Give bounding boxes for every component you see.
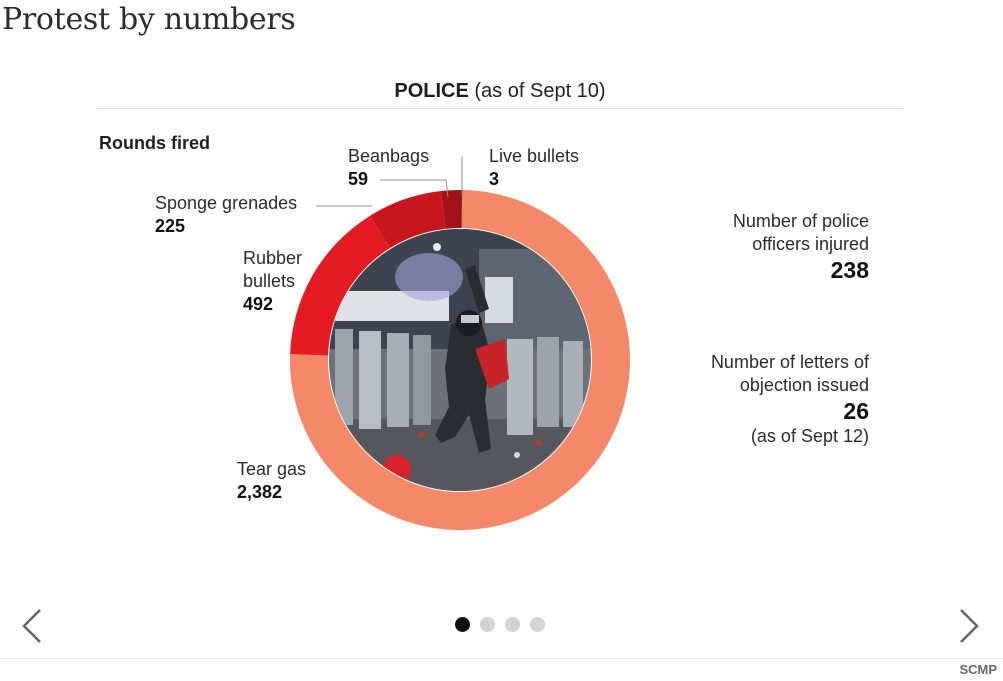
stat-officers-injured-line1: Number of police xyxy=(732,211,869,231)
carousel-dot-2[interactable] xyxy=(480,617,495,632)
slice-label-tear-gas-name: Tear gas xyxy=(237,459,307,479)
slice-beanbags xyxy=(441,190,462,229)
slice-value-rubber-bullets: 492 xyxy=(243,294,274,314)
slice-label-beanbags: Beanbags 59 xyxy=(348,145,429,191)
chevron-left-icon[interactable] xyxy=(18,606,48,646)
slice-label-live-bullets: Live bullets 3 xyxy=(489,145,579,191)
slice-label-live-bullets-name: Live bullets xyxy=(489,146,580,166)
stat-officers-injured-value: 238 xyxy=(830,257,869,283)
slice-label-rubber-bullets-line2: bullets xyxy=(243,271,296,291)
carousel-dot-4[interactable] xyxy=(530,617,545,632)
stat-objection-letters-line2: objection issued xyxy=(739,375,869,395)
source-credit: SCMP xyxy=(959,662,997,677)
slice-value-beanbags: 59 xyxy=(348,169,369,189)
carousel-dot-3[interactable] xyxy=(505,617,520,632)
chevron-right-icon[interactable] xyxy=(953,606,983,646)
page-title: Protest by numbers xyxy=(2,2,296,37)
stat-officers-injured-line2: officers injured xyxy=(752,234,869,254)
stat-objection-letters: Number of letters of objection issued 26… xyxy=(711,351,869,448)
stat-officers-injured: Number of police officers injured 238 xyxy=(733,210,869,284)
carousel-dot-1[interactable] xyxy=(455,617,470,632)
section-label: POLICE xyxy=(394,80,469,102)
carousel-pagination xyxy=(455,617,545,632)
slice-label-sponge-grenades: Sponge grenades 225 xyxy=(155,192,297,238)
stat-objection-letters-note: (as of Sept 12) xyxy=(750,426,869,446)
stat-objection-letters-line1: Number of letters of xyxy=(710,352,869,372)
slice-label-rubber-bullets-line1: Rubber xyxy=(243,248,303,268)
stat-objection-letters-value: 26 xyxy=(843,398,869,424)
slice-label-rubber-bullets: Rubber bullets 492 xyxy=(243,247,302,316)
slice-value-tear-gas: 2,382 xyxy=(237,482,283,502)
slice-rubber-bullets xyxy=(290,215,391,356)
slice-sponge-grenades xyxy=(369,191,446,249)
section-date: (as of Sept 10) xyxy=(468,80,606,102)
slice-label-sponge-grenades-name: Sponge grenades xyxy=(155,193,298,213)
section-header: POLICE (as of Sept 10) xyxy=(97,80,903,109)
slice-label-beanbags-name: Beanbags xyxy=(348,146,430,166)
footer-divider xyxy=(0,658,1003,659)
slice-value-live-bullets: 3 xyxy=(489,169,500,189)
chart-title: Rounds fired xyxy=(99,133,210,153)
slice-label-tear-gas: Tear gas 2,382 xyxy=(237,458,306,504)
leader-line-beanbags xyxy=(380,179,449,198)
slice-value-sponge-grenades: 225 xyxy=(155,216,186,236)
